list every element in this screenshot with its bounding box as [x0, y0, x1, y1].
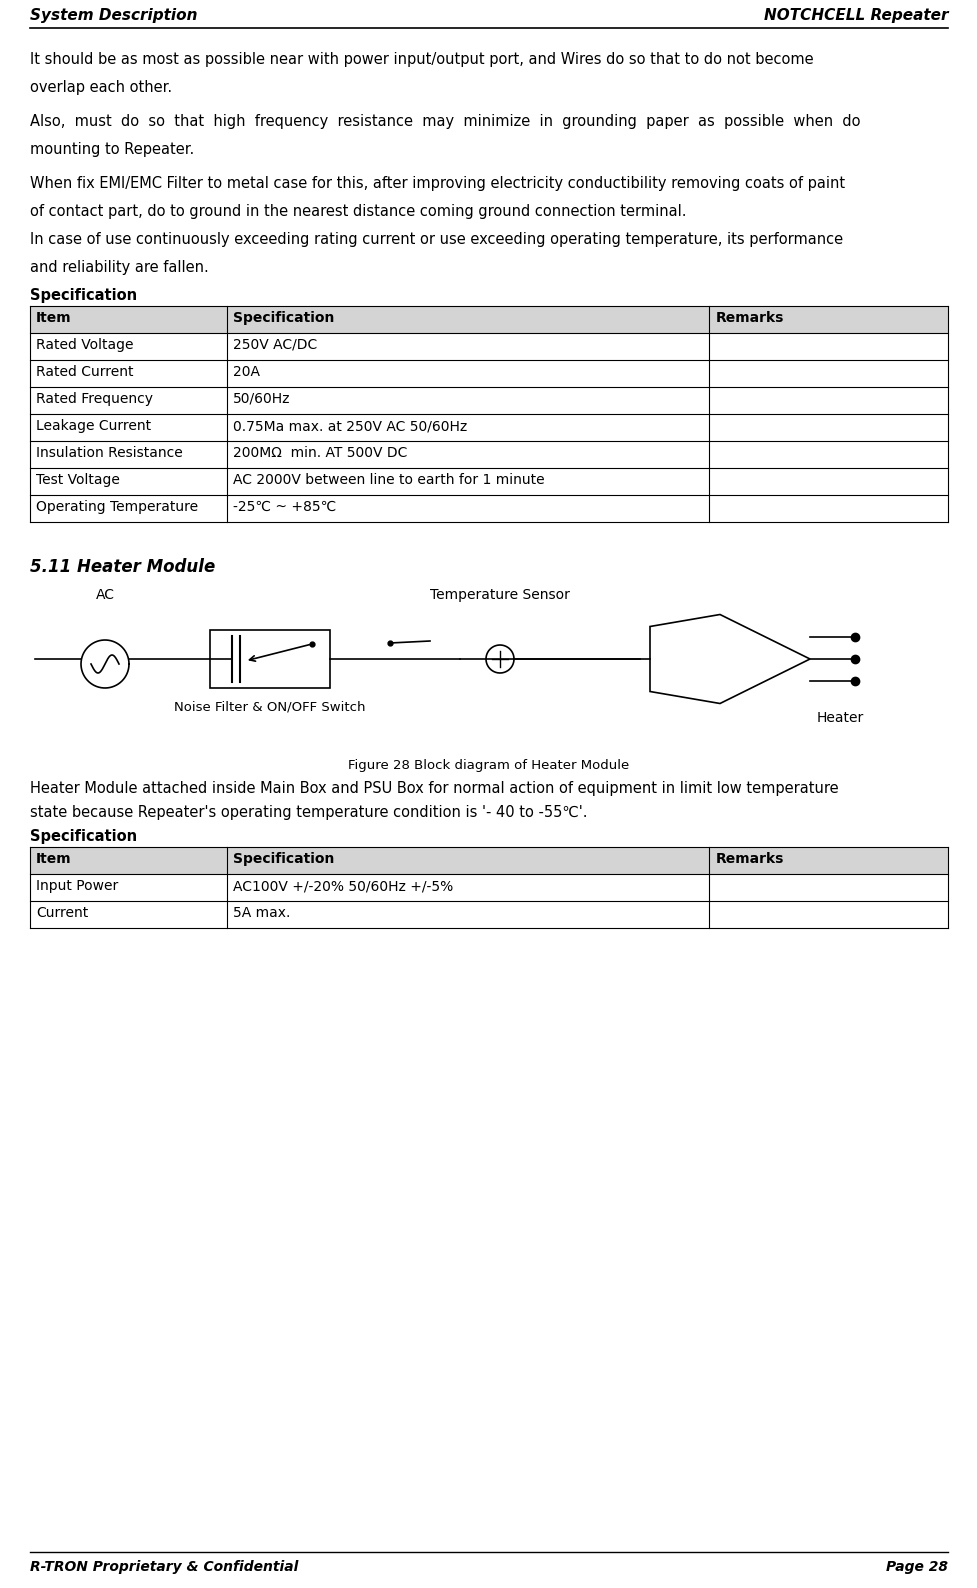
Text: 5.11 Heater Module: 5.11 Heater Module [30, 557, 215, 576]
Text: Current: Current [36, 907, 88, 919]
Text: Operating Temperature: Operating Temperature [36, 500, 198, 515]
Bar [30, 306, 947, 333]
Bar [30, 360, 947, 387]
Text: Specification: Specification [30, 829, 137, 843]
Text: 0.75Ma max. at 250V AC 50/60Hz: 0.75Ma max. at 250V AC 50/60Hz [234, 419, 467, 434]
Text: Item: Item [36, 853, 71, 865]
Text: In case of use continuously exceeding rating current or use exceeding operating : In case of use continuously exceeding ra… [30, 232, 842, 248]
Text: Input Power: Input Power [36, 880, 118, 892]
Text: Insulation Resistance: Insulation Resistance [36, 446, 183, 461]
Bar [30, 900, 947, 927]
Text: Specification: Specification [234, 311, 334, 326]
Text: Page 28: Page 28 [885, 1559, 947, 1574]
Text: 200MΩ  min. AT 500V DC: 200MΩ min. AT 500V DC [234, 446, 407, 461]
Text: AC 2000V between line to earth for 1 minute: AC 2000V between line to earth for 1 min… [234, 473, 544, 488]
Text: AC100V +/-20% 50/60Hz +/-5%: AC100V +/-20% 50/60Hz +/-5% [234, 880, 453, 892]
Text: Rated Voltage: Rated Voltage [36, 338, 134, 353]
Bar [210, 630, 329, 688]
Bar [30, 873, 947, 900]
Text: Also,  must  do  so  that  high  frequency  resistance  may  minimize  in  groun: Also, must do so that high frequency res… [30, 114, 860, 129]
Text: Noise Filter & ON/OFF Switch: Noise Filter & ON/OFF Switch [174, 700, 365, 713]
Text: -25℃ ~ +85℃: -25℃ ~ +85℃ [234, 500, 336, 515]
Text: Specification: Specification [234, 853, 334, 865]
Text: Rated Current: Rated Current [36, 365, 134, 380]
Bar [30, 414, 947, 441]
Text: Leakage Current: Leakage Current [36, 419, 151, 434]
Text: R-TRON Proprietary & Confidential: R-TRON Proprietary & Confidential [30, 1559, 298, 1574]
Text: Remarks: Remarks [714, 853, 783, 865]
Bar [30, 387, 947, 414]
Text: state because Repeater's operating temperature condition is '- 40 to -55℃'.: state because Repeater's operating tempe… [30, 805, 587, 819]
Text: When fix EMI/EMC Filter to metal case for this, after improving electricity cond: When fix EMI/EMC Filter to metal case fo… [30, 176, 844, 191]
Text: Item: Item [36, 311, 71, 326]
Bar [30, 441, 947, 468]
Text: 50/60Hz: 50/60Hz [234, 392, 290, 407]
Text: Specification: Specification [30, 287, 137, 303]
Text: mounting to Repeater.: mounting to Repeater. [30, 141, 194, 157]
Bar [30, 846, 947, 873]
Text: Rated Frequency: Rated Frequency [36, 392, 152, 407]
Text: System Description: System Description [30, 8, 197, 22]
Text: of contact part, do to ground in the nearest distance coming ground connection t: of contact part, do to ground in the nea… [30, 203, 686, 219]
Bar [30, 333, 947, 360]
Text: 250V AC/DC: 250V AC/DC [234, 338, 318, 353]
Polygon shape [650, 615, 809, 703]
Text: 20A: 20A [234, 365, 260, 380]
Text: AC: AC [96, 588, 114, 602]
Bar [30, 495, 947, 522]
Bar [30, 468, 947, 495]
Text: overlap each other.: overlap each other. [30, 79, 172, 95]
Text: Test Voltage: Test Voltage [36, 473, 120, 488]
Text: Heater Module attached inside Main Box and PSU Box for normal action of equipmen: Heater Module attached inside Main Box a… [30, 781, 837, 796]
Text: and reliability are fallen.: and reliability are fallen. [30, 260, 208, 275]
Text: 5A max.: 5A max. [234, 907, 290, 919]
Text: Heater: Heater [816, 711, 863, 726]
Text: It should be as most as possible near with power input/output port, and Wires do: It should be as most as possible near wi… [30, 52, 813, 67]
Text: Temperature Sensor: Temperature Sensor [430, 588, 570, 602]
Text: NOTCHCELL Repeater: NOTCHCELL Repeater [763, 8, 947, 22]
Text: Figure 28 Block diagram of Heater Module: Figure 28 Block diagram of Heater Module [348, 759, 629, 772]
Text: Remarks: Remarks [714, 311, 783, 326]
